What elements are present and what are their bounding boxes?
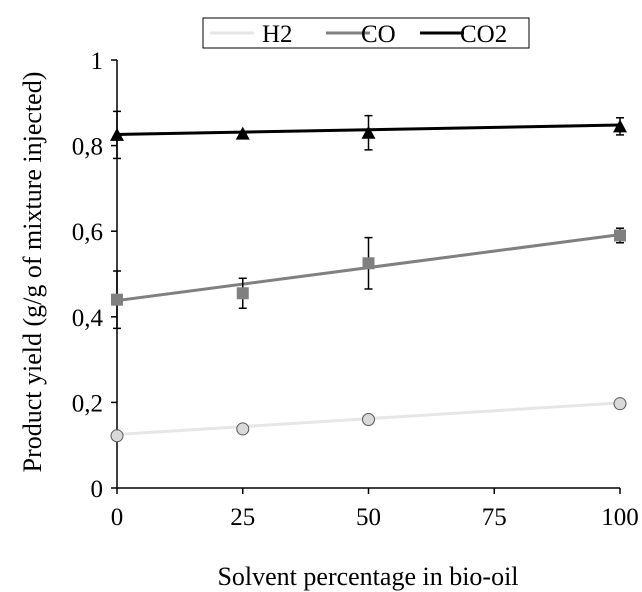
- legend-label-h2: H2: [262, 21, 293, 48]
- legend: H2 CO CO2: [202, 17, 530, 49]
- y-tick-label: 1: [91, 48, 104, 75]
- x-ticks: 0 25 50 75 100: [111, 488, 639, 531]
- data-point-co: [614, 229, 626, 242]
- data-point-co2: [235, 126, 250, 140]
- series-co2: [110, 110, 627, 160]
- x-tick-label: 50: [356, 504, 381, 531]
- legend-label-co2: CO2: [460, 21, 507, 48]
- y-tick-label: 0,8: [72, 134, 103, 161]
- legend-label-co: CO: [361, 21, 396, 48]
- y-tick-label: 0,2: [72, 390, 103, 417]
- y-ticks: 0 0,2 0,4 0,6 0,8 1: [72, 48, 117, 503]
- data-point-co: [111, 293, 123, 306]
- series-co: [111, 227, 626, 330]
- x-tick-label: 100: [601, 504, 639, 531]
- data-point-h2: [110, 429, 124, 443]
- y-tick-label: 0,6: [72, 219, 103, 246]
- data-point-co2: [361, 125, 376, 139]
- data-point-h2: [236, 422, 250, 436]
- data-point-h2: [362, 413, 375, 427]
- series-h2: [110, 397, 627, 443]
- data-point-co2: [613, 119, 627, 133]
- x-tick-label: 25: [230, 504, 255, 531]
- y-tick-label: 0,4: [72, 305, 104, 332]
- x-tick-label: 75: [482, 504, 507, 531]
- y-axis-title: Product yield (g/g of mixture injected): [18, 72, 47, 473]
- series-layer: [110, 110, 627, 443]
- data-point-co: [236, 287, 249, 300]
- axes: 0 0,2 0,4 0,6 0,8 1 0 25 50 75 100: [72, 48, 639, 531]
- x-tick-label: 0: [111, 504, 124, 531]
- data-point-h2: [613, 397, 627, 411]
- x-axis-title: Solvent percentage in bio-oil: [217, 562, 518, 591]
- y-tick-label: 0: [91, 476, 104, 503]
- data-point-co2: [110, 127, 124, 141]
- data-point-co: [362, 257, 375, 270]
